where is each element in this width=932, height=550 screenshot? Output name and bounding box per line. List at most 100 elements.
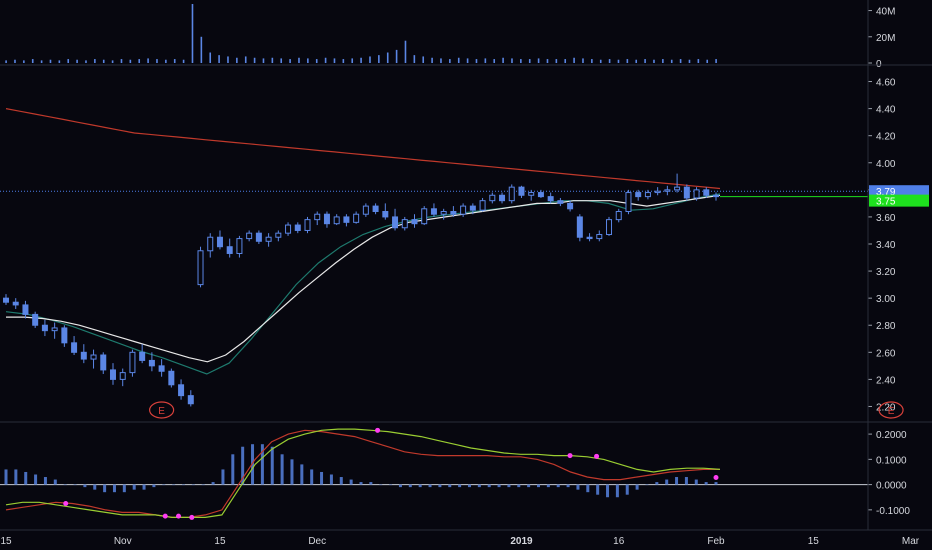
- candle-body: [674, 186, 681, 191]
- macd-histogram-bar: [112, 484, 116, 493]
- candle-body: [479, 200, 486, 211]
- macd-histogram-bar: [142, 484, 146, 490]
- candle-body: [567, 202, 574, 210]
- price-tick-label: 3.40: [876, 240, 896, 251]
- candle-body: [353, 213, 360, 223]
- volume-bar: [626, 59, 629, 63]
- candle-body: [168, 370, 175, 386]
- candle-body: [518, 186, 525, 196]
- candle-body: [683, 186, 690, 199]
- macd-histogram-bar: [241, 446, 245, 485]
- volume-bar: [670, 59, 673, 63]
- macd-cross-marker: [162, 513, 168, 519]
- volume-bar: [102, 59, 105, 63]
- macd-histogram-bar: [467, 484, 471, 488]
- macd-histogram-bar: [211, 482, 215, 485]
- macd-cross-marker: [713, 475, 719, 481]
- macd-histogram-bar: [310, 469, 314, 485]
- macd-histogram-bar: [694, 479, 698, 485]
- volume-bar: [404, 40, 407, 63]
- candle-body: [654, 190, 661, 194]
- macd-histogram-bar: [714, 482, 718, 485]
- macd-histogram-bar: [122, 484, 126, 493]
- volume-bar: [236, 57, 238, 63]
- candle-body: [236, 238, 243, 254]
- volume-bar: [262, 58, 265, 63]
- close-price-tag: 3.75: [869, 194, 929, 208]
- volume-bar: [493, 59, 496, 63]
- candle-body: [275, 232, 282, 238]
- macd-histogram-bar: [418, 484, 422, 488]
- candle-body: [362, 205, 369, 215]
- candle-body: [246, 232, 253, 240]
- macd-histogram-bar: [606, 484, 610, 498]
- moving-average-long: [5, 108, 721, 190]
- macd-histogram-bar: [408, 484, 412, 488]
- candle-body: [528, 192, 535, 196]
- price-tick-label: 3.20: [876, 267, 896, 278]
- volume-bar: [209, 52, 212, 63]
- candle-body: [22, 304, 29, 315]
- candle-body: [71, 342, 78, 353]
- macd-tick-label: -0.1000: [876, 506, 910, 517]
- last-price-tag: 3.79: [869, 185, 929, 198]
- candle-body: [421, 208, 428, 225]
- candle-body: [401, 219, 408, 229]
- volume-bar: [395, 49, 398, 63]
- axes: [0, 0, 932, 531]
- volume-bar: [466, 58, 469, 63]
- volume-bar: [608, 59, 611, 63]
- macd-histogram-bar: [645, 484, 649, 486]
- volume-bar: [31, 59, 34, 63]
- volume-bar: [191, 4, 194, 63]
- moving-average-mid: [5, 193, 721, 375]
- macd-histogram-bar: [458, 484, 462, 488]
- macd-histogram-bar: [260, 444, 264, 485]
- candle-body: [148, 359, 155, 367]
- candle-body: [693, 189, 700, 199]
- volume-bar: [182, 59, 185, 63]
- candle-body: [285, 224, 292, 234]
- volume-bar: [475, 59, 478, 63]
- price-tick-label: 3.00: [876, 294, 896, 305]
- macd-histogram-bar: [329, 474, 333, 485]
- macd-histogram-bar: [665, 479, 669, 485]
- macd-histogram-bar: [251, 444, 255, 485]
- volume-bar: [315, 59, 318, 63]
- volume-bar: [333, 58, 336, 63]
- macd-histogram-bar: [201, 484, 205, 486]
- price-tick-label: 4.20: [876, 132, 896, 143]
- candle-body: [450, 211, 457, 215]
- volume-bar: [564, 59, 567, 63]
- macd-histogram-bar: [43, 477, 47, 485]
- macd-tick-label: 0.1000: [876, 455, 907, 466]
- volume-bar: [599, 59, 602, 63]
- candle-body: [178, 384, 185, 397]
- candle-body: [557, 200, 564, 204]
- macd-histogram-bar: [34, 474, 38, 485]
- macd-histogram-bar: [14, 469, 18, 485]
- close-price-tag-label: 3.75: [876, 197, 896, 208]
- volume-bar: [546, 59, 549, 63]
- macd-grid: 0.2000 0.1000 0.0000 -0.1000: [868, 430, 910, 517]
- price-tick-label: 2.60: [876, 348, 896, 359]
- macd-histogram-bar: [556, 484, 560, 488]
- volume-bar: [662, 59, 664, 63]
- volume-bar: [679, 59, 682, 63]
- price-tick-label: 4.00: [876, 159, 896, 170]
- macd-line: [5, 428, 721, 519]
- candle-body: [703, 189, 710, 196]
- macd-histogram-bar: [73, 484, 77, 486]
- volume-bar: [457, 57, 460, 63]
- candle-body: [635, 192, 642, 198]
- candle-body: [139, 351, 146, 361]
- macd-tick-label: 0.0000: [876, 481, 907, 492]
- x-axis-label: 16: [613, 536, 625, 547]
- macd-histogram-bar: [477, 484, 481, 488]
- candle-body: [3, 297, 9, 303]
- candle-body: [469, 205, 476, 211]
- price-grid: 4.604.404.204.003.803.603.403.203.002.80…: [868, 78, 896, 413]
- macd-histogram-bar: [507, 484, 511, 488]
